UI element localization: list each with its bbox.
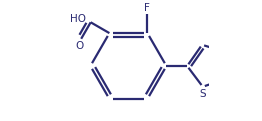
Text: HO: HO [70,14,86,24]
Text: S: S [199,89,206,99]
Text: O: O [75,41,84,51]
Text: F: F [144,3,150,13]
